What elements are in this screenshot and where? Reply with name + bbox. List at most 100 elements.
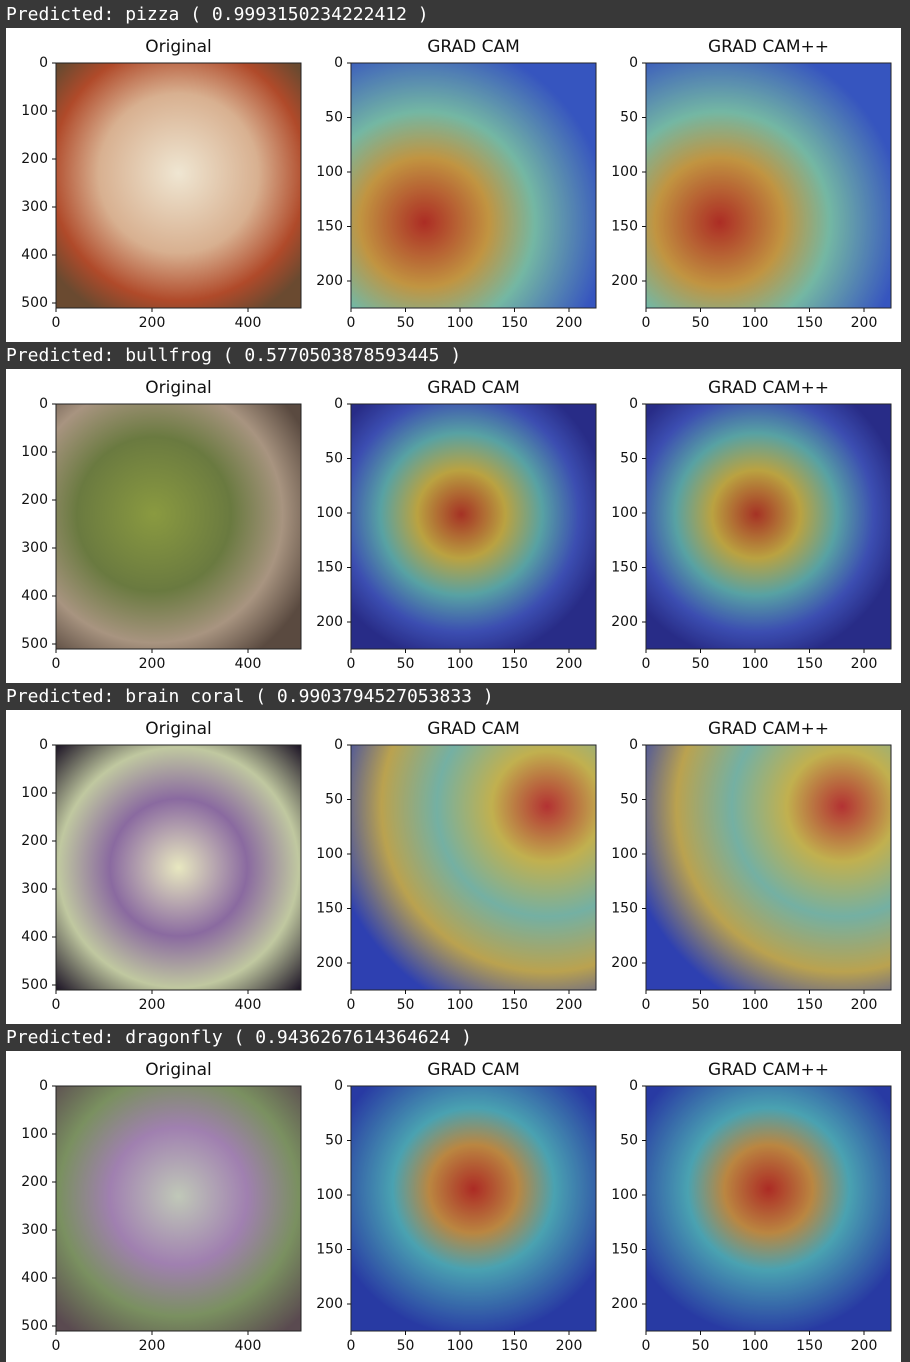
subplot-title: GRAD CAM <box>427 378 520 398</box>
heatmap-image <box>350 744 597 991</box>
y-tick-label: 200 <box>21 492 48 508</box>
subplot-title: Original <box>145 378 212 398</box>
y-tick-label: 50 <box>325 792 343 808</box>
y-tick-label: 400 <box>21 1270 48 1286</box>
subplot: GRAD CAM 0 50 100 150 200 0 50 100 150 200 <box>316 37 597 331</box>
x-tick-label: 100 <box>447 315 474 331</box>
y-tick-label: 500 <box>21 636 48 652</box>
x-tick-label: 50 <box>692 315 710 331</box>
x-tick-label: 200 <box>851 656 878 672</box>
x-tick-label: 50 <box>692 1338 710 1354</box>
subplot: GRAD CAM++ 0 50 100 150 200 0 50 100 150 200 <box>611 378 892 672</box>
x-tick-label: 0 <box>642 315 651 331</box>
y-tick-label: 200 <box>21 151 48 167</box>
heatmap-overlay <box>351 63 596 308</box>
x-tick-label: 0 <box>347 656 356 672</box>
subplot: GRAD CAM 0 50 100 150 200 0 50 100 150 200 <box>316 1060 597 1354</box>
y-tick-label: 0 <box>629 396 638 412</box>
subplot: GRAD CAM++ 0 50 100 150 200 0 50 100 150 200 <box>611 37 892 331</box>
y-tick-label: 0 <box>629 737 638 753</box>
y-tick-label: 50 <box>620 110 638 126</box>
subplot: Original 0 200 400 0 100 200 300 400 500 <box>21 378 302 672</box>
heatmap-overlay <box>646 404 891 649</box>
x-tick-label: 100 <box>447 656 474 672</box>
y-tick-label: 200 <box>611 614 638 630</box>
x-tick-label: 50 <box>692 656 710 672</box>
subplot-title: GRAD CAM <box>427 1060 520 1080</box>
y-tick-label: 100 <box>316 505 343 521</box>
y-tick-label: 500 <box>21 1318 48 1334</box>
subplot: Original 0 200 400 0 100 200 300 400 500 <box>21 1060 302 1354</box>
x-tick-label: 200 <box>556 1338 583 1354</box>
x-tick-label: 400 <box>235 997 262 1013</box>
output-cell: Predicted: brain coral ( 0.9903794527053… <box>6 686 901 1024</box>
x-tick-label: 100 <box>447 997 474 1013</box>
subplot-title: Original <box>145 719 212 739</box>
x-tick-label: 150 <box>796 315 823 331</box>
y-tick-label: 0 <box>334 396 343 412</box>
x-tick-label: 50 <box>397 997 415 1013</box>
heatmap-overlay <box>646 745 891 990</box>
y-tick-label: 400 <box>21 247 48 263</box>
y-tick-label: 100 <box>316 164 343 180</box>
heatmap-overlay <box>646 1086 891 1331</box>
y-tick-label: 400 <box>21 929 48 945</box>
y-tick-label: 0 <box>334 1078 343 1094</box>
x-tick-label: 0 <box>642 1338 651 1354</box>
heatmap-overlay <box>351 1086 596 1331</box>
y-tick-label: 150 <box>316 1242 343 1258</box>
y-tick-label: 150 <box>611 219 638 235</box>
x-tick-label: 200 <box>139 1338 166 1354</box>
subplot-title: Original <box>145 37 212 57</box>
y-tick-label: 200 <box>21 1174 48 1190</box>
y-tick-label: 200 <box>316 273 343 289</box>
output-cell: Predicted: bullfrog ( 0.5770503878593445… <box>6 345 901 683</box>
y-tick-label: 100 <box>21 1126 48 1142</box>
y-tick-label: 50 <box>325 1133 343 1149</box>
output-cell: Predicted: dragonfly ( 0.943626761436462… <box>6 1027 901 1362</box>
y-tick-label: 150 <box>611 1242 638 1258</box>
x-tick-label: 100 <box>447 1338 474 1354</box>
y-tick-label: 150 <box>316 901 343 917</box>
heatmap-overlay <box>351 404 596 649</box>
subplot: GRAD CAM++ 0 50 100 150 200 0 50 100 150 200 <box>611 1060 892 1354</box>
x-tick-label: 400 <box>235 315 262 331</box>
y-tick-label: 500 <box>21 295 48 311</box>
x-tick-label: 50 <box>397 1338 415 1354</box>
heatmap-image <box>645 1085 892 1332</box>
prediction-text: Predicted: brain coral ( 0.9903794527053… <box>6 686 494 707</box>
prediction-text: Predicted: pizza ( 0.9993150234222412 ) <box>6 4 429 25</box>
subplot-title: GRAD CAM++ <box>708 1060 829 1080</box>
x-tick-label: 150 <box>501 656 528 672</box>
y-tick-label: 150 <box>611 901 638 917</box>
subplot-title: GRAD CAM <box>427 719 520 739</box>
x-tick-label: 100 <box>742 656 769 672</box>
y-tick-label: 200 <box>21 833 48 849</box>
x-tick-label: 0 <box>642 656 651 672</box>
subplot-title: GRAD CAM++ <box>708 378 829 398</box>
original-image <box>55 403 302 650</box>
y-tick-label: 200 <box>316 955 343 971</box>
y-tick-label: 100 <box>611 164 638 180</box>
original-image <box>55 62 302 309</box>
y-tick-label: 0 <box>334 737 343 753</box>
y-tick-label: 150 <box>316 219 343 235</box>
heatmap-image <box>645 744 892 991</box>
x-tick-label: 400 <box>235 1338 262 1354</box>
x-tick-label: 200 <box>556 997 583 1013</box>
output-cell: Predicted: pizza ( 0.9993150234222412 ) O… <box>6 4 901 342</box>
y-tick-label: 100 <box>611 505 638 521</box>
y-tick-label: 150 <box>316 560 343 576</box>
y-tick-label: 0 <box>39 737 48 753</box>
x-tick-label: 0 <box>347 997 356 1013</box>
y-tick-label: 200 <box>611 955 638 971</box>
x-tick-label: 100 <box>742 997 769 1013</box>
x-tick-label: 200 <box>851 315 878 331</box>
heatmap-image <box>645 62 892 309</box>
x-tick-label: 200 <box>139 656 166 672</box>
y-tick-label: 200 <box>316 1296 343 1312</box>
prediction-text: Predicted: bullfrog ( 0.5770503878593445… <box>6 345 461 366</box>
subplot: GRAD CAM 0 50 100 150 200 0 50 100 150 200 <box>316 719 597 1013</box>
heatmap-image <box>645 403 892 650</box>
x-tick-label: 200 <box>556 315 583 331</box>
